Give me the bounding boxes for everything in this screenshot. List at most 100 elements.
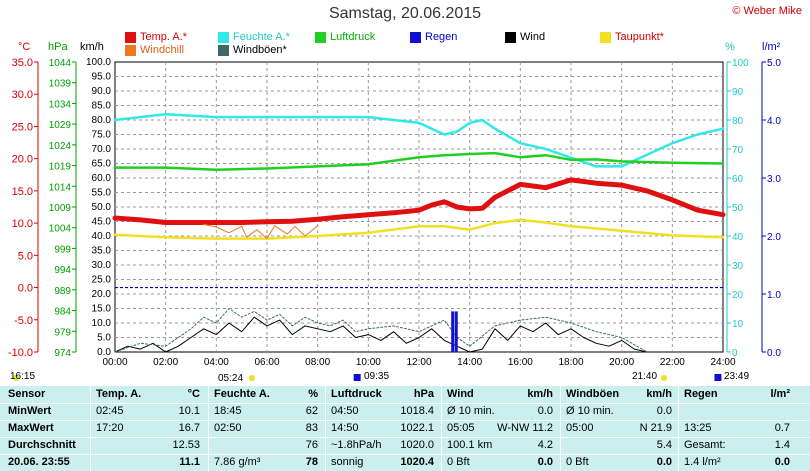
wind-tick-label: 80.0 (92, 115, 112, 126)
x-tick-label: 02:00 (153, 357, 178, 368)
row-label: Durchschnitt (8, 439, 76, 451)
table-row-sep (0, 454, 810, 455)
hum-tick-label: 40 (732, 232, 744, 243)
hum-tick-label: 90 (732, 87, 744, 98)
series-wind (114, 316, 648, 353)
copyright[interactable]: © Weber Mike (732, 5, 802, 17)
wind-tick-label: 90.0 (92, 86, 112, 97)
temp-tick-label: -5.0 (14, 315, 33, 327)
hum-tick-label: 50 (732, 203, 744, 214)
legend-label: Windböen* (233, 44, 287, 56)
legend-item-3: Regen (410, 31, 457, 43)
wind-value: 4.2 (537, 439, 553, 451)
header-wind: Wind (447, 388, 474, 400)
temp-tick-label: -10.0 (8, 347, 33, 359)
series-tempa (112, 177, 726, 225)
legend-item-4: Wind (505, 31, 545, 43)
wind-tick-label: 20.0 (92, 289, 112, 300)
press-tick-label: 1004 (49, 224, 72, 235)
rain-tick-label: 0.0 (767, 348, 781, 359)
header-gust-unit: km/h (646, 388, 672, 400)
temp-tick-label: 20.0 (12, 154, 33, 166)
hum-value: 62 (305, 405, 318, 417)
table-row-sep (0, 420, 810, 421)
legend-swatch (125, 31, 136, 43)
row-label: MaxWert (8, 422, 54, 434)
table-col-sep (678, 386, 679, 471)
sunset-time: 21:40 (632, 371, 658, 382)
hum-value: 78 (305, 456, 318, 468)
legend-item-2: Luftdruck (315, 31, 375, 43)
press-unit: hPa (48, 41, 68, 53)
legend-label: Windchill (140, 44, 185, 56)
temp-tick-label: 10.0 (12, 218, 33, 230)
legend-label: Taupunkt* (615, 31, 664, 43)
hum-tick-label: 30 (732, 261, 744, 272)
rain-tick-label: 2.0 (767, 232, 781, 243)
press-tick-label: 1029 (49, 120, 72, 131)
x-tick-label: 14:00 (457, 357, 482, 368)
legend-swatch (600, 31, 611, 43)
hum-time: 02:50 (214, 422, 242, 434)
temp-time: 02:45 (96, 405, 124, 417)
wind-tick-label: 5.0 (97, 333, 111, 344)
series-taupunkt (113, 218, 725, 240)
gust-value: 0.0 (656, 456, 672, 468)
press-tick-label: 979 (54, 327, 71, 338)
rain-time: 1.4 l/m² (684, 456, 721, 468)
temp-tick-label: 35.0 (12, 57, 33, 69)
header-sensor: Sensor (8, 388, 46, 400)
temp-value: 10.1 (178, 405, 200, 417)
temp-tick-label: 30.0 (12, 89, 33, 101)
rain-tick-label: 3.0 (767, 174, 781, 185)
x-tick-label: 24:00 (710, 357, 735, 368)
wind-tick-label: 50.0 (92, 202, 112, 213)
wind-unit: km/h (80, 41, 104, 53)
header-rain-unit: l/m² (770, 388, 790, 400)
legend-label: Luftdruck (330, 31, 376, 43)
right-time: 23:49 (724, 371, 750, 382)
row-label: MinWert (8, 405, 52, 417)
sun-marker (13, 375, 19, 381)
x-tick-label: 06:00 (254, 357, 279, 368)
legend-item-7: Windböen* (218, 44, 287, 56)
x-tick-label: 22:00 (660, 357, 685, 368)
legend-label: Feuchte A.* (233, 31, 290, 43)
press-value: 1022.1 (400, 422, 434, 434)
wind-time: 05:05 (447, 422, 475, 434)
header-temp: Temp. A. (96, 388, 142, 400)
legend-item-1: Feuchte A.* (218, 31, 290, 43)
press-value: 1020.4 (400, 456, 434, 468)
table-col-sep (208, 386, 209, 471)
press-tick-label: 989 (54, 286, 71, 297)
temp-tick-label: 5.0 (18, 250, 33, 262)
press-time: ~1.8hPa/h (331, 439, 382, 451)
x-tick-label: 10:00 (356, 357, 381, 368)
rain-time: 13:25 (684, 422, 712, 434)
wind-time: Ø 10 min. (447, 405, 495, 417)
x-tick-label: 08:00 (305, 357, 330, 368)
x-tick-label: 12:00 (406, 357, 431, 368)
summary-table: Sensor Temp. A. °C Feuchte A.% Luftdruck hPa W… (0, 386, 810, 471)
weather-chart: 00:00 02:00 04:00 06:00 08:00 10:00 12:00 14:00… (8, 41, 781, 381)
rain-bar (451, 311, 455, 352)
legend-item-0: Temp. A.* (125, 31, 187, 43)
hum-tick-label: 60 (732, 174, 744, 185)
header-wind-unit: km/h (527, 388, 553, 400)
temp-tick-label: 15.0 (12, 186, 33, 198)
left-time: 16:15 (10, 371, 36, 382)
series-windben (114, 308, 648, 353)
wind-tick-label: 40.0 (92, 231, 112, 242)
legend-label: Temp. A.* (140, 31, 188, 43)
temp-value: 16.7 (178, 422, 200, 434)
gust-value: N 21.9 (639, 422, 672, 434)
header-gust: Windböen (566, 388, 620, 400)
wind-tick-label: 95.0 (92, 72, 112, 83)
rain-tick-label: 1.0 (767, 290, 781, 301)
wind-tick-label: 100.0 (86, 57, 111, 68)
x-tick-label: 18:00 (558, 357, 583, 368)
hum-tick-label: 70 (732, 145, 744, 156)
x-tick-label: 16:00 (508, 357, 533, 368)
sunrise-time: 05:24 (218, 373, 244, 384)
moon-marker (353, 374, 361, 381)
